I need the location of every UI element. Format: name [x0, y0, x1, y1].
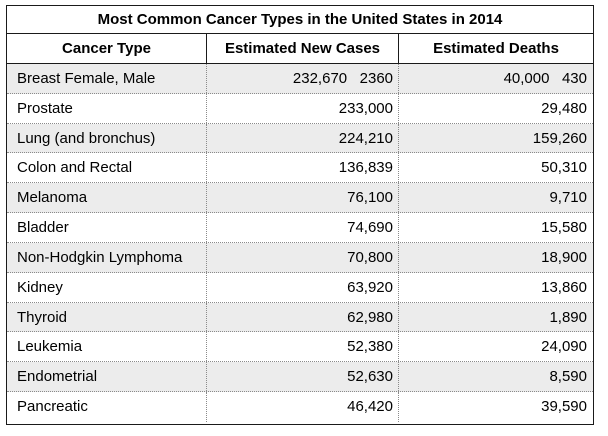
cell-deaths: 40,000 430: [503, 70, 587, 87]
header-deaths: Estimated Deaths: [433, 40, 559, 57]
cell-new-cases: 46,420: [207, 392, 399, 422]
cell-new-cases: 52,380: [207, 332, 399, 362]
table-row: Thyroid 62,980 1,890: [7, 302, 593, 333]
cell-new-cases: 224,210: [207, 123, 399, 153]
table-header-row: Cancer Type Estimated New Cases Estimate…: [7, 34, 593, 64]
table-title: Most Common Cancer Types in the United S…: [7, 6, 593, 34]
cell-cancer-type: Bladder: [7, 213, 207, 242]
table-row: Leukemia 52,380 24,090: [7, 332, 593, 363]
table-row: Melanoma 76,100 9,710: [7, 183, 593, 214]
cell-cancer-type: Endometrial: [7, 362, 207, 392]
cell-new-cases: 76,100: [207, 183, 399, 213]
cell-new-cases: 52,630: [207, 362, 399, 392]
cell-deaths: 8,590: [549, 368, 587, 386]
cell-new-cases: 136,839: [207, 153, 399, 183]
cell-deaths: 9,710: [549, 189, 587, 207]
cell-deaths: 39,590: [541, 398, 587, 416]
cell-deaths: 159,260: [532, 129, 587, 147]
cell-deaths: 1,890: [549, 308, 587, 326]
cell-cancer-type: Melanoma: [7, 183, 207, 213]
header-new-cases: Estimated New Cases: [207, 34, 399, 63]
cancer-table: Most Common Cancer Types in the United S…: [6, 5, 594, 425]
cell-new-cases: 70,800: [207, 242, 399, 272]
table-row: Breast Female, Male 232,670 2360 40,000 …: [7, 64, 593, 94]
table-row: Pancreatic 46,420 39,590: [7, 392, 593, 422]
cell-deaths: 15,580: [541, 219, 587, 237]
cell-deaths: 18,900: [541, 248, 587, 266]
cell-cancer-type: Non-Hodgkin Lymphoma: [7, 242, 207, 272]
cell-deaths: 24,090: [541, 338, 587, 356]
cell-cancer-type: Breast Female, Male: [7, 64, 207, 93]
cell-deaths: 13,860: [541, 278, 587, 296]
cell-cancer-type: Pancreatic: [7, 392, 207, 422]
cell-new-cases: 233,000: [207, 93, 399, 123]
table-row: Colon and Rectal 136,839 50,310: [7, 153, 593, 184]
table-row: Bladder 74,690 15,580: [7, 213, 593, 243]
table-row: Lung (and bronchus) 224,210 159,260: [7, 123, 593, 154]
cell-new-cases: 74,690: [207, 213, 399, 242]
cell-deaths: 29,480: [541, 99, 587, 117]
cell-deaths: 50,310: [541, 159, 587, 177]
table-row: Endometrial 52,630 8,590: [7, 362, 593, 393]
table-row: Non-Hodgkin Lymphoma 70,800 18,900: [7, 242, 593, 273]
cell-cancer-type: Colon and Rectal: [7, 153, 207, 183]
cell-cancer-type: Thyroid: [7, 302, 207, 332]
cell-new-cases: 63,920: [207, 272, 399, 302]
cell-cancer-type: Leukemia: [7, 332, 207, 362]
table-row: Prostate 233,000 29,480: [7, 93, 593, 124]
header-cancer-type: Cancer Type: [7, 34, 207, 63]
cell-new-cases: 232,670 2360: [207, 64, 399, 93]
table-body: Breast Female, Male 232,670 2360 40,000 …: [7, 64, 593, 422]
cell-cancer-type: Lung (and bronchus): [7, 123, 207, 153]
cell-cancer-type: Prostate: [7, 93, 207, 123]
cell-new-cases: 62,980: [207, 302, 399, 332]
table-row: Kidney 63,920 13,860: [7, 272, 593, 303]
cell-cancer-type: Kidney: [7, 272, 207, 302]
